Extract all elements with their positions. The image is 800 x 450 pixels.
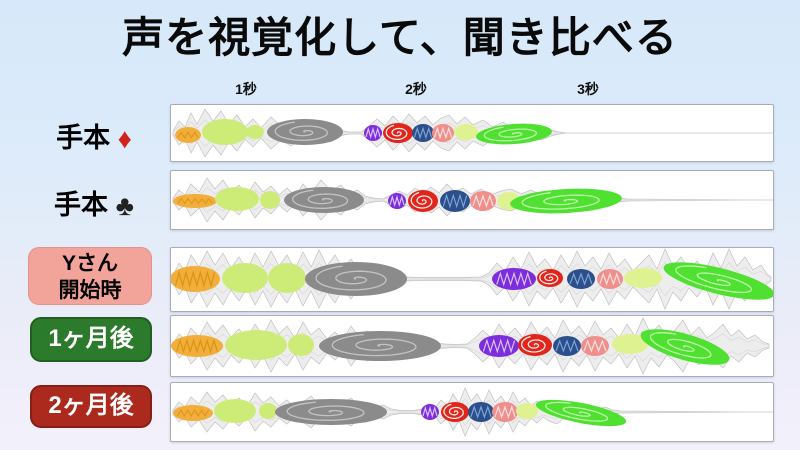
row-label-after-1-month: 1ヶ月後 bbox=[30, 317, 152, 362]
slide-title: 声を視覚化して、聞き比べる bbox=[122, 14, 678, 61]
waveform-panel-after-1-month bbox=[170, 315, 774, 377]
time-axis-tick-3s: 3秒 bbox=[577, 81, 599, 97]
row-label-model-diamond: 手本 ♦ bbox=[28, 116, 160, 155]
waveform-visualization bbox=[172, 108, 773, 158]
row-label-line2: 開始時 bbox=[58, 279, 122, 302]
waveform-visualization bbox=[171, 317, 770, 375]
row-label-text: 手本 bbox=[54, 190, 109, 220]
waveform-visualization bbox=[172, 177, 773, 223]
waveform-panel-y-san-start bbox=[170, 247, 774, 312]
waveform-panel-model-diamond bbox=[170, 104, 774, 162]
row-label-after-2-months: 2ヶ月後 bbox=[30, 385, 152, 428]
diamond-suit-icon: ♦ bbox=[117, 123, 132, 154]
waveform-visualization bbox=[172, 387, 773, 437]
waveform-visualization bbox=[171, 248, 773, 310]
time-axis-tick-1s: 1秒 bbox=[235, 81, 257, 97]
row-label-y-san-start: Yさん 開始時 bbox=[28, 247, 152, 305]
row-label-text: 手本 bbox=[56, 123, 111, 153]
waveform-panel-after-2-months bbox=[170, 382, 774, 442]
club-suit-icon: ♣ bbox=[115, 190, 134, 221]
waveform-panel-model-club bbox=[170, 170, 774, 230]
time-axis-tick-2s: 2秒 bbox=[405, 81, 427, 97]
row-label-line1: Yさん bbox=[61, 252, 118, 275]
row-label-model-club: 手本 ♣ bbox=[28, 183, 160, 222]
